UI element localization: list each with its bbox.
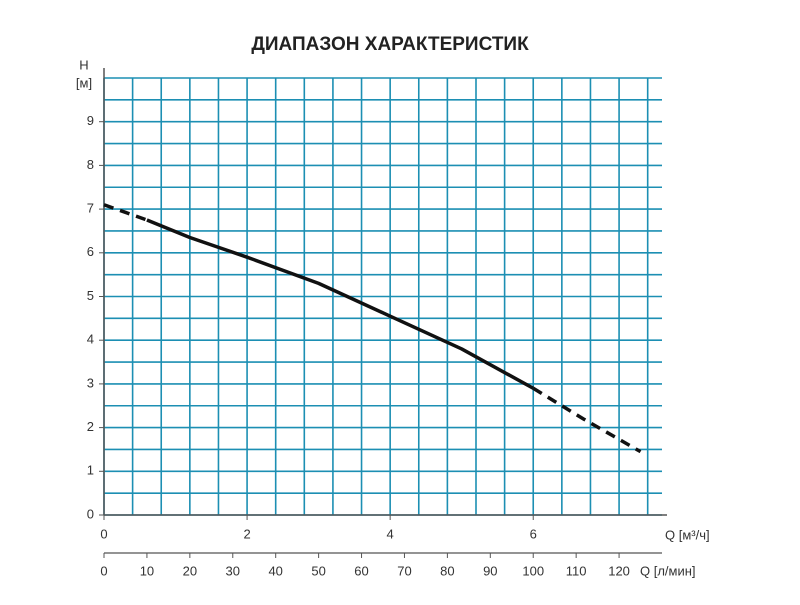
x-tick-label: 6 xyxy=(530,526,537,541)
y-tick-label: 2 xyxy=(87,419,94,434)
y-tick-label: 0 xyxy=(87,506,94,521)
x2-tick-label: 70 xyxy=(397,563,411,578)
y-label: H xyxy=(79,57,88,72)
x2-tick-label: 30 xyxy=(226,563,240,578)
x2-tick-label: 90 xyxy=(483,563,497,578)
y-tick-label: 4 xyxy=(87,332,94,347)
curve xyxy=(532,386,642,454)
y-tick-label: 6 xyxy=(87,244,94,259)
x2-tick-label: 50 xyxy=(311,563,325,578)
x2-tick-label: 110 xyxy=(566,563,587,578)
y-tick-label: 3 xyxy=(87,375,94,390)
x2-tick-label: 120 xyxy=(608,563,630,578)
x2-tick-label: 20 xyxy=(183,563,197,578)
x-tick-label: 0 xyxy=(100,526,107,541)
chart-title: ДИАПАЗОН ХАРАКТЕРИСТИК xyxy=(251,34,529,55)
x-tick-label: 2 xyxy=(243,526,250,541)
y-tick-label: 1 xyxy=(87,463,94,478)
y-unit: [м] xyxy=(76,75,92,90)
x2-tick-label: 80 xyxy=(440,563,454,578)
x2-tick-label: 10 xyxy=(140,563,154,578)
x-tick-label: 4 xyxy=(387,526,394,541)
curve xyxy=(146,218,535,390)
y-tick-label: 8 xyxy=(87,157,94,172)
y-tick-label: 5 xyxy=(87,288,94,303)
x2-tick-label: 60 xyxy=(354,563,368,578)
x2-tick-label: 0 xyxy=(100,563,107,578)
curve xyxy=(103,203,148,222)
x-label: Q [м³/ч] xyxy=(665,527,710,542)
y-tick-label: 7 xyxy=(87,201,94,216)
x2-label: Q [л/мин] xyxy=(640,563,696,578)
y-tick-label: 9 xyxy=(87,113,94,128)
x2-tick-label: 100 xyxy=(522,563,544,578)
x2-tick-label: 40 xyxy=(268,563,282,578)
